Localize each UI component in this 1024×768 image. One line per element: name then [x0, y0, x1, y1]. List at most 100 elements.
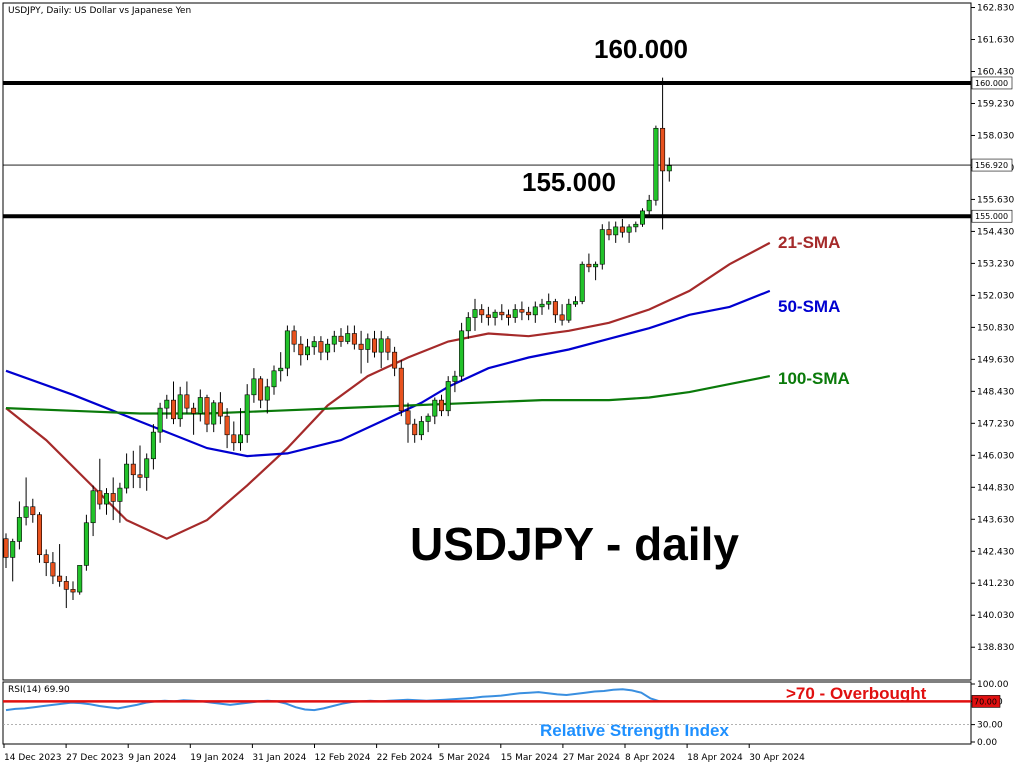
candle-body	[97, 490, 103, 505]
candle-body	[57, 575, 63, 582]
candle-body	[30, 506, 36, 516]
candle-body	[365, 338, 371, 350]
candle-body	[358, 343, 364, 350]
candle-body	[23, 506, 29, 518]
candle-body	[197, 397, 203, 414]
candle-body	[606, 229, 612, 236]
candle-body	[626, 226, 632, 233]
y-tick-label: 144.830	[977, 483, 1014, 493]
rsi-tick-label: 0.00	[977, 738, 997, 748]
x-tick-label: 27 Dec 2023	[66, 753, 124, 763]
candle-body	[371, 338, 377, 353]
candle-body	[298, 343, 304, 356]
sma21-label: 21-SMA	[778, 233, 840, 252]
x-tick-label: 8 Apr 2024	[625, 753, 675, 763]
x-tick-label: 9 Jan 2024	[128, 753, 176, 763]
candle-body	[70, 589, 76, 593]
y-tick-label: 138.830	[977, 643, 1014, 653]
candle-body	[505, 314, 511, 318]
rsi-pane	[2, 681, 972, 745]
y-tick-label: 162.830	[977, 4, 1014, 14]
price-layer	[3, 77, 971, 609]
candle-body	[633, 223, 639, 228]
candle-body	[258, 378, 264, 401]
x-tick-label: 5 Mar 2024	[439, 753, 491, 763]
level-label-160: 160.000	[594, 34, 688, 64]
overbought-badge-bg	[971, 695, 1001, 708]
candle-body	[445, 381, 451, 412]
x-tick-label: 27 Mar 2024	[563, 753, 620, 763]
candle-body	[526, 311, 532, 316]
y-tick-label: 152.030	[977, 291, 1014, 301]
x-tick-label: 31 Jan 2024	[252, 753, 306, 763]
axis-layer: 162.830161.630160.430159.230158.030156.8…	[3, 4, 1014, 763]
candle-body	[251, 378, 257, 396]
candle-body	[452, 375, 458, 382]
price-pane	[2, 2, 972, 681]
candle-body	[137, 474, 143, 478]
candle-body	[599, 229, 605, 265]
candle-body	[16, 517, 22, 542]
candle-body	[117, 487, 123, 502]
candle-body	[157, 407, 163, 433]
candle-body	[264, 386, 270, 401]
x-tick-label: 15 Mar 2024	[501, 753, 558, 763]
rsi-tick-label: 30.00	[977, 721, 1003, 731]
rsi-line	[5, 688, 670, 712]
candle-body	[579, 263, 585, 302]
level-badge: 160.000	[975, 79, 1008, 88]
y-tick-label: 154.430	[977, 227, 1014, 237]
candle-body	[104, 493, 110, 505]
x-tick-label: 14 Dec 2023	[4, 753, 62, 763]
candle-body	[559, 314, 565, 321]
candle-body	[150, 431, 156, 460]
candle-body	[492, 311, 498, 318]
candle-body	[90, 490, 96, 524]
candle-body	[398, 367, 404, 412]
y-tick-label: 155.630	[977, 195, 1014, 205]
candle-body	[438, 399, 444, 412]
candle-body	[519, 309, 525, 313]
chart-heading: USDJPY - daily	[410, 518, 739, 570]
candle-body	[351, 333, 357, 345]
candle-body	[311, 341, 317, 348]
y-tick-label: 143.630	[977, 515, 1014, 525]
candle-body	[418, 421, 424, 436]
candle-body	[144, 458, 150, 478]
candle-body	[539, 303, 545, 308]
candle-body	[412, 423, 418, 436]
rsi-label: Relative Strength Index	[540, 721, 729, 740]
sma100-label: 100-SMA	[778, 369, 850, 388]
candle-body	[191, 407, 197, 414]
y-tick-label: 146.030	[977, 451, 1014, 461]
x-tick-label: 22 Feb 2024	[377, 753, 433, 763]
overbought-label: >70 - Overbought	[786, 684, 927, 703]
y-tick-label: 148.430	[977, 387, 1014, 397]
candle-body	[459, 330, 465, 377]
rsi-layer	[3, 688, 971, 725]
y-tick-label: 142.430	[977, 547, 1014, 557]
level-badge-bg	[971, 209, 1013, 223]
candle-body	[164, 399, 170, 409]
candle-body	[546, 301, 552, 305]
overbought-badge: 70.00	[974, 697, 997, 706]
candle-body	[204, 397, 210, 425]
candle-body	[552, 301, 558, 316]
candle-body	[10, 541, 16, 558]
y-tick-label: 159.230	[977, 99, 1014, 109]
candle-body	[217, 402, 223, 417]
y-tick-label: 147.230	[977, 419, 1014, 429]
candle-body	[479, 309, 485, 316]
candle-body	[3, 538, 9, 558]
level-badge-bg	[971, 76, 1013, 90]
candle-body	[532, 306, 538, 316]
candle-body	[646, 199, 652, 212]
x-tick-label: 12 Feb 2024	[315, 753, 371, 763]
candle-body	[465, 317, 471, 332]
candle-body	[211, 402, 217, 425]
chart-title: USDJPY, Daily: US Dollar vs Japanese Yen	[8, 6, 191, 16]
candle-body	[271, 370, 277, 388]
y-tick-label: 149.630	[977, 355, 1014, 365]
candle-body	[284, 330, 290, 369]
